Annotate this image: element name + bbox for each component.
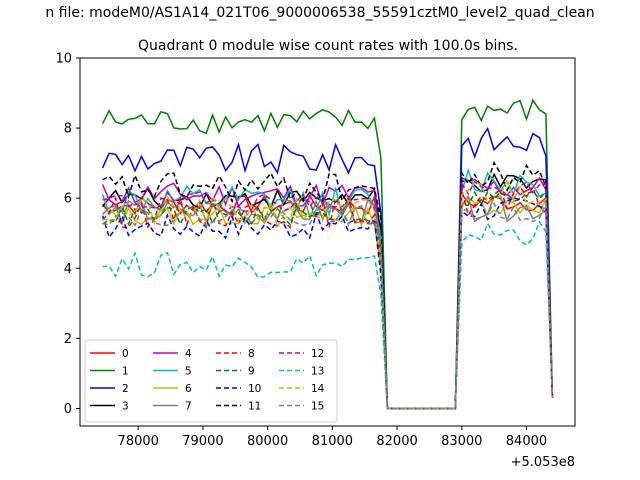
legend-label-3: 3 [122,401,129,413]
series-line-11 [102,161,554,410]
legend-label-10: 10 [248,383,261,395]
series-line-9 [102,190,554,410]
series-line-1 [101,98,554,410]
y-tick-label: 2 [64,332,72,347]
legend-label-5: 5 [185,366,192,378]
x-tick-label: 81000 [312,434,353,449]
series-line-13 [102,220,554,410]
legend-label-15: 15 [311,401,324,413]
x-tick-label: 83000 [441,434,482,449]
y-tick-label: 6 [64,192,72,207]
legend-label-2: 2 [122,383,129,395]
chart-title: Quadrant 0 module wise count rates with … [138,38,518,54]
x-tick-label: 84000 [506,434,547,449]
x-offset-label: +5.053e8 [511,455,575,470]
figure-suptitle: n file: modeM0/AS1A14_021T06_9000006538_… [45,5,594,21]
y-tick-label: 10 [55,52,72,67]
axes-frame [79,57,576,427]
x-tick-label: 79000 [182,434,223,449]
legend-label-11: 11 [248,401,261,413]
legend-label-14: 14 [311,383,325,395]
legend-label-8: 8 [248,348,255,360]
x-tick-label: 80000 [247,434,288,449]
legend-label-13: 13 [311,366,324,378]
legend-label-9: 9 [248,366,255,378]
legend-label-6: 6 [185,383,192,395]
legend-label-4: 4 [185,348,192,360]
series-line-8 [102,185,554,410]
series-line-2 [101,126,554,410]
y-tick-label: 8 [64,122,72,137]
series-line-15 [102,201,554,410]
x-axis: 78000 79000 80000 81000 82000 83000 84000 [118,426,547,449]
series-layer [101,98,554,410]
legend-label-0: 0 [122,348,129,360]
series-line-10 [101,197,554,410]
y-axis: 0 2 4 6 8 10 [55,52,80,417]
y-tick-label: 0 [64,402,72,417]
legend-label-7: 7 [185,401,192,413]
y-tick-label: 4 [64,262,72,277]
x-tick-label: 82000 [376,434,417,449]
x-tick-label: 78000 [118,434,159,449]
legend-label-1: 1 [122,366,129,378]
legend-label-12: 12 [311,348,324,360]
legend-box [84,339,338,423]
series-line-14 [102,177,554,410]
